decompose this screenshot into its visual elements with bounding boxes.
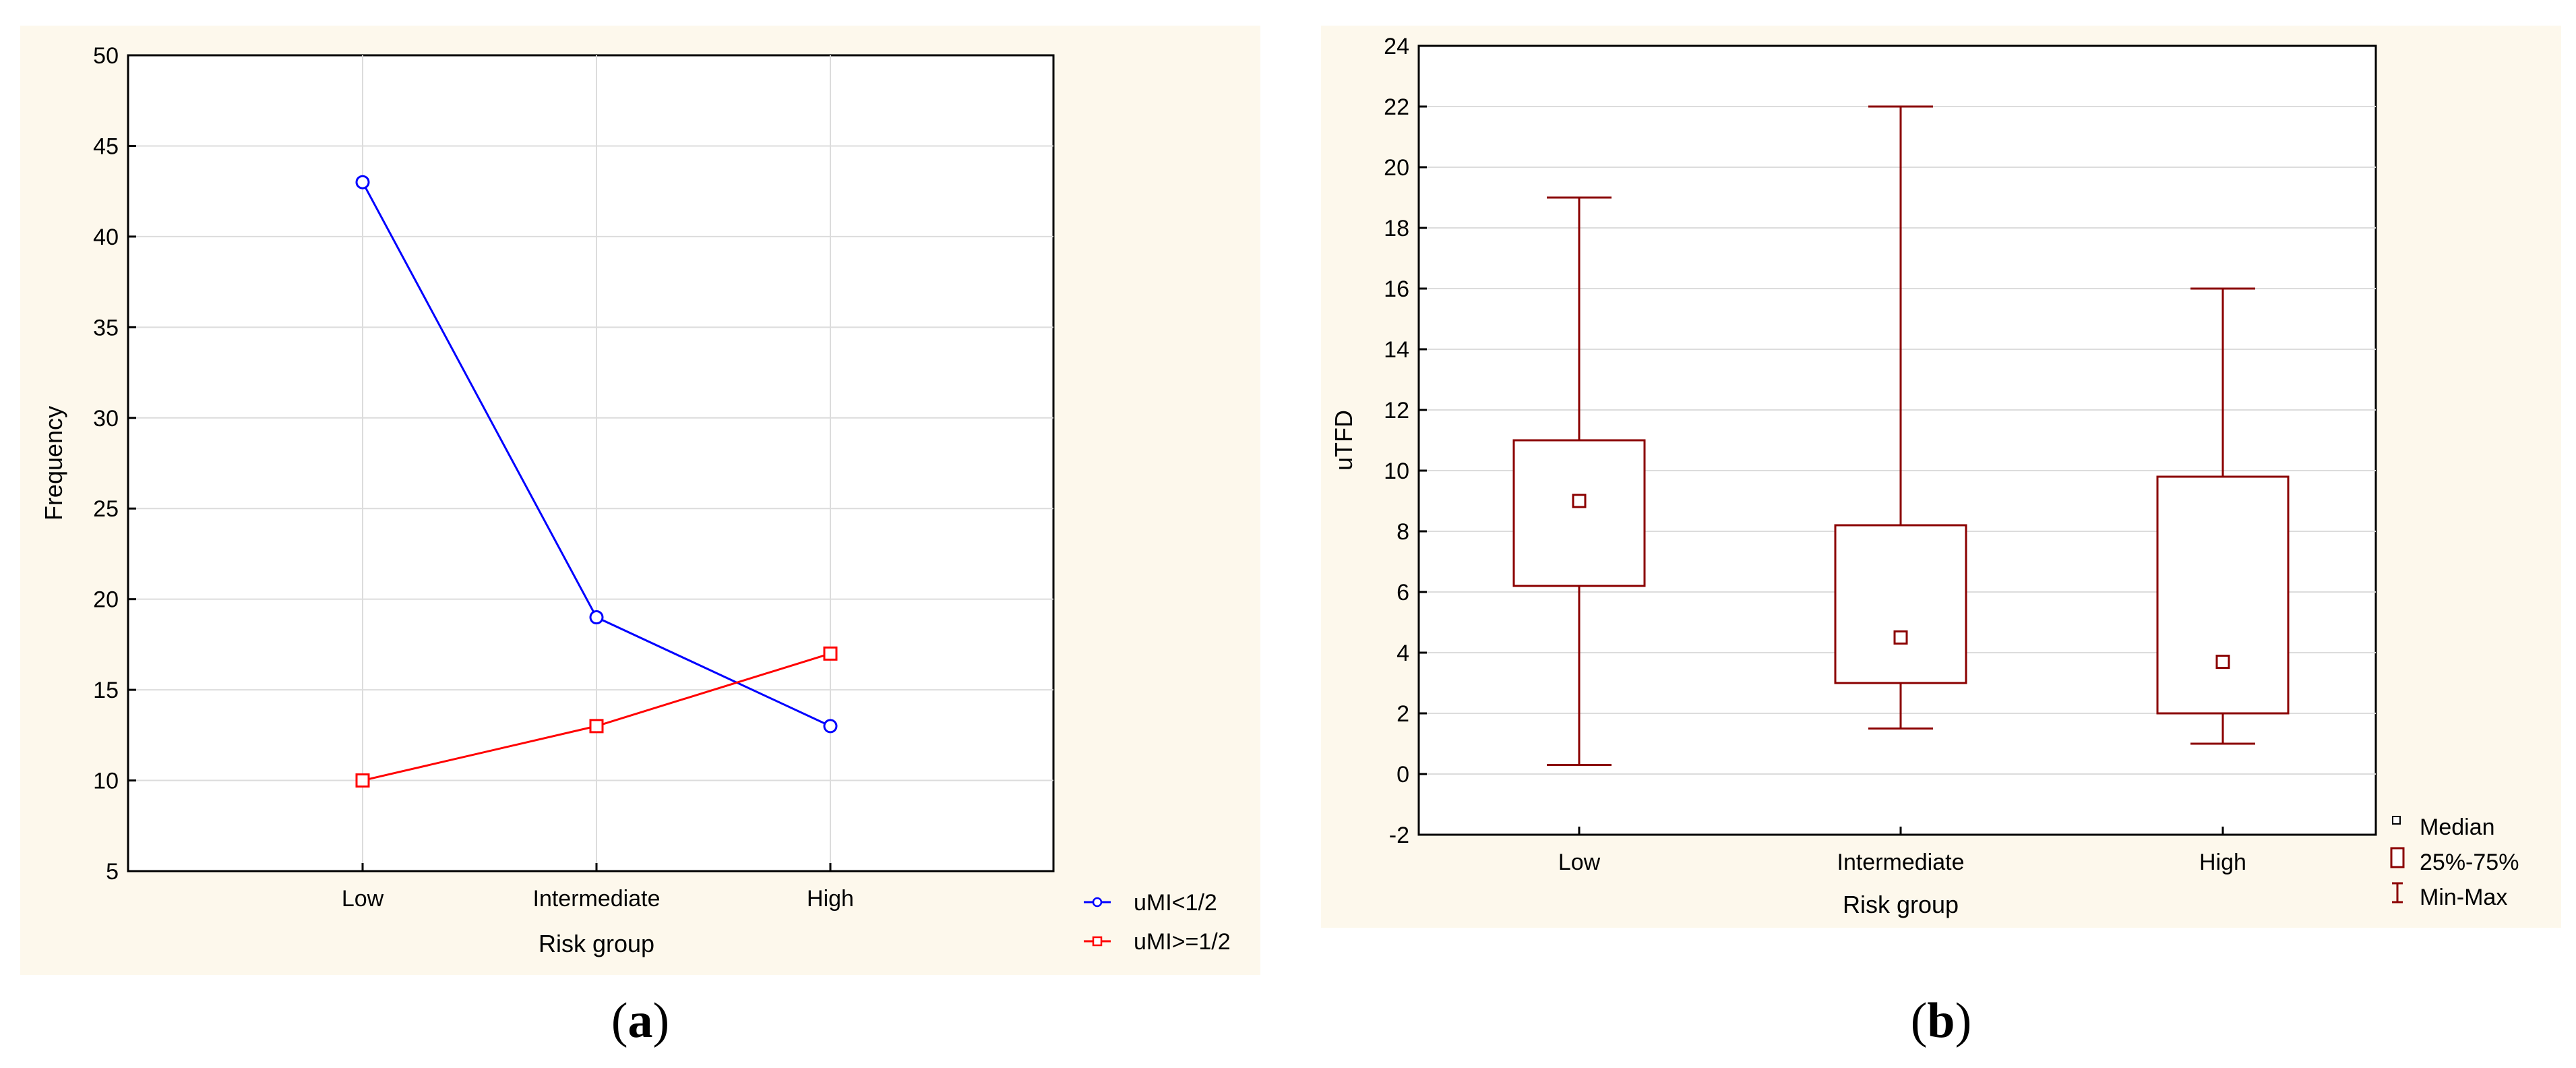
box-low xyxy=(1512,196,1646,766)
y-tick-label: 22 xyxy=(1384,94,1409,120)
y-tick-label: 16 xyxy=(1384,276,1409,302)
data-point-circle xyxy=(355,175,370,189)
legend-label: uMI>=1/2 xyxy=(1134,929,1231,955)
y-tick-label: 10 xyxy=(1384,458,1409,484)
box-high xyxy=(2156,287,2290,745)
panel-a-plot-area xyxy=(127,54,1055,872)
x-tick-label: Intermediate xyxy=(1837,850,1965,875)
data-point-square xyxy=(589,719,604,734)
data-point-square xyxy=(823,646,838,661)
legend-label: Median xyxy=(2420,814,2495,840)
data-point-circle xyxy=(589,610,604,625)
panel-b-x-axis-label: Risk group xyxy=(1843,891,1959,918)
median-marker xyxy=(1893,630,1908,645)
legend-marker-square xyxy=(1092,936,1103,947)
legend-label: Min-Max xyxy=(2420,885,2507,910)
y-tick-label: 8 xyxy=(1397,519,1409,545)
y-tick-label: 30 xyxy=(93,406,119,432)
panel-a-x-axis-label: Risk group xyxy=(539,930,654,957)
y-tick-label: 15 xyxy=(93,678,119,703)
data-point-circle xyxy=(823,719,838,734)
panel-b-x-ticks: Low Intermediate High xyxy=(1558,827,2246,875)
y-tick-label: 40 xyxy=(93,225,119,250)
panel-a-legend: uMI<1/2 uMI>=1/2 xyxy=(1084,890,1231,955)
median-marker xyxy=(1572,494,1587,508)
y-tick-label: 25 xyxy=(93,496,119,522)
y-tick-label: 12 xyxy=(1384,398,1409,423)
panel-a-letter: a xyxy=(628,993,653,1048)
panel-b-letter: b xyxy=(1927,993,1955,1048)
panel-a-y-axis-label: Frequency xyxy=(40,406,67,521)
box-iqr xyxy=(1512,439,1646,587)
x-tick-label: Intermediate xyxy=(533,886,661,912)
x-tick-label: High xyxy=(2199,850,2246,875)
y-tick-label: 20 xyxy=(93,587,119,613)
y-tick-label: -2 xyxy=(1389,823,1409,848)
x-tick-label: Low xyxy=(1558,850,1601,875)
box-iqr xyxy=(2156,475,2290,715)
panel-b-legend: Median 25%-75% Min-Max xyxy=(2390,814,2519,910)
legend-label: uMI<1/2 xyxy=(1134,890,1217,916)
panel-a-grid xyxy=(128,55,1053,871)
median-marker xyxy=(2215,655,2230,669)
y-tick-label: 5 xyxy=(106,859,119,885)
y-tick-label: 4 xyxy=(1397,641,1409,666)
legend-marker-circle xyxy=(1092,897,1103,908)
data-point-square xyxy=(355,773,370,788)
y-tick-label: 50 xyxy=(93,43,119,69)
panel-a-label: (a) xyxy=(611,993,669,1048)
box-intermediate xyxy=(1834,105,1967,730)
y-tick-label: 18 xyxy=(1384,216,1409,241)
panel-b-y-axis-label: uTFD xyxy=(1330,410,1357,471)
y-tick-label: 24 xyxy=(1384,34,1409,59)
y-tick-label: 10 xyxy=(93,769,119,794)
legend-label: 25%-75% xyxy=(2420,850,2519,875)
x-tick-label: High xyxy=(807,886,854,912)
panel-a-series xyxy=(355,175,838,788)
panel-b-boxes xyxy=(1512,105,2290,766)
y-tick-label: 20 xyxy=(1384,155,1409,181)
legend-box-icon xyxy=(2390,847,2405,868)
panel-a-x-ticks: Low Intermediate High xyxy=(342,863,854,912)
y-tick-label: 14 xyxy=(1384,337,1409,363)
y-tick-label: 2 xyxy=(1397,701,1409,727)
panel-b-label: (b) xyxy=(1911,993,1971,1048)
panel-a-y-ticks: 5 10 15 20 25 30 35 40 45 50 xyxy=(93,43,136,885)
y-tick-label: 45 xyxy=(93,134,119,159)
legend-median-icon xyxy=(2392,816,2401,825)
x-tick-label: Low xyxy=(342,886,384,912)
y-tick-label: 35 xyxy=(93,315,119,340)
y-tick-label: 0 xyxy=(1397,762,1409,788)
y-tick-label: 6 xyxy=(1397,580,1409,605)
box-iqr xyxy=(1834,524,1967,684)
